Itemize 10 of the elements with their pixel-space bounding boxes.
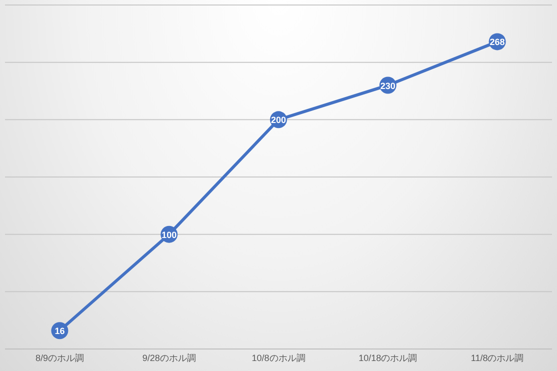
x-tick-label: 8/9のホル調 [35, 353, 84, 363]
data-label: 16 [54, 326, 65, 336]
x-tick-label: 9/28のホル調 [142, 353, 196, 363]
data-label: 100 [162, 230, 177, 240]
x-tick-label: 11/8のホル調 [470, 353, 524, 363]
x-tick-label: 10/8のホル調 [252, 353, 306, 363]
data-label: 268 [490, 37, 505, 48]
data-label: 200 [270, 115, 286, 126]
data-label: 230 [380, 80, 396, 91]
x-tick-label: 10/18のホル調 [358, 353, 418, 363]
